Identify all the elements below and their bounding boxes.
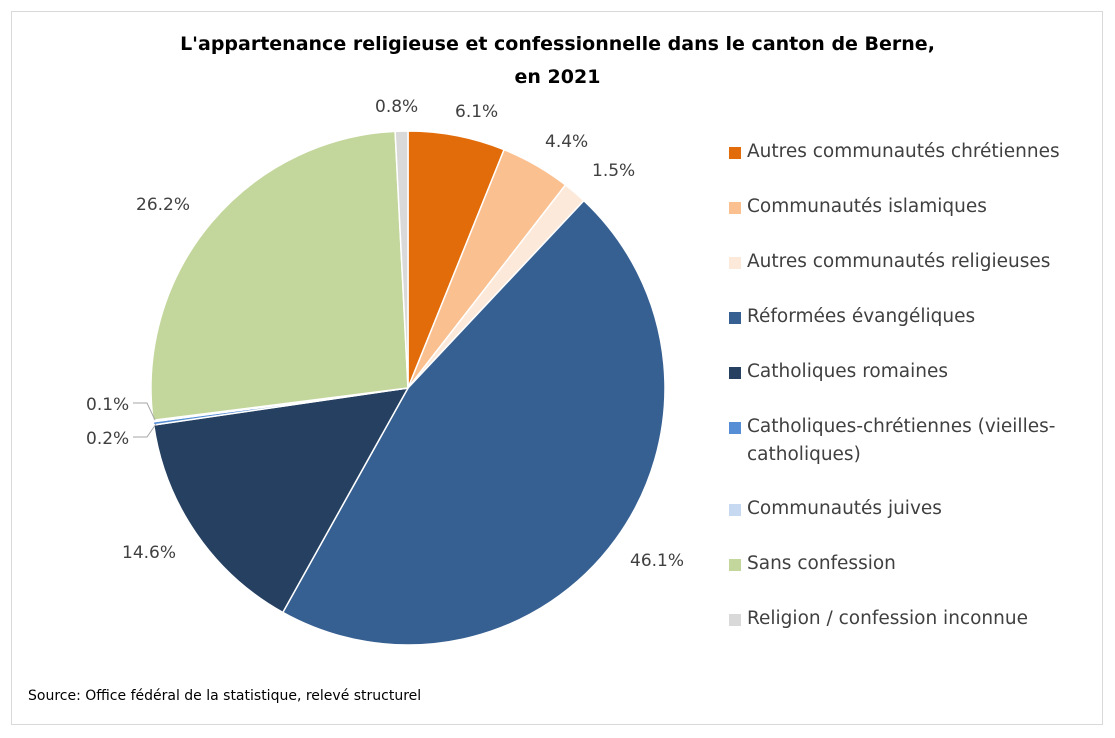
legend-swatch xyxy=(729,202,741,214)
leader-line-7 xyxy=(133,402,156,421)
legend-label: Catholiques-chrétiennes (vieilles-cathol… xyxy=(747,416,1056,465)
leader-lines xyxy=(133,402,157,438)
legend-label: Religion / confession inconnue xyxy=(747,608,1028,629)
pie-slice-5 xyxy=(152,387,410,614)
legend-swatch xyxy=(729,257,741,269)
data-label-5: 14.6% xyxy=(122,543,176,563)
legend-item-4: Réformées évangéliques xyxy=(729,301,1089,356)
legend-label: Communautés islamiques xyxy=(747,196,987,217)
chart-title-line-1: L'appartenance religieuse et confessionn… xyxy=(180,33,935,55)
legend-label: Autres communautés religieuses xyxy=(747,251,1051,272)
legend-label: Communautés juives xyxy=(747,498,942,519)
legend-item-3: Autres communautés religieuses xyxy=(729,246,1089,301)
data-label-6: 0.2% xyxy=(86,429,129,449)
legend-item-7: Communautés juives xyxy=(729,493,1089,548)
legend-swatch xyxy=(729,312,741,324)
data-label-4: 46.1% xyxy=(630,551,684,571)
pie-slices xyxy=(150,130,666,646)
data-label-3: 1.5% xyxy=(592,161,635,181)
legend-label: Sans confession xyxy=(747,553,896,574)
legend-label: Catholiques romaines xyxy=(747,361,948,382)
pie-slice-4 xyxy=(281,199,666,646)
source-note: Source: Office fédéral de la statistique… xyxy=(28,688,422,704)
chart-title-line-2: en 2021 xyxy=(514,66,601,88)
legend-label: Réformées évangéliques xyxy=(747,306,976,327)
chart-frame xyxy=(11,11,1103,725)
data-label-7: 0.1% xyxy=(86,395,129,415)
legend-item-2: Communautés islamiques xyxy=(729,191,1089,246)
pie-slice-9 xyxy=(394,130,409,389)
legend: Autres communautés chrétiennes Communauté… xyxy=(729,136,1089,658)
data-labels: 6.1% 4.4%1.5% 46.1% 14.6% 0.2% 0.1% 26.2% 0.8% xyxy=(86,97,684,571)
legend-swatch xyxy=(729,367,741,379)
legend-item-1: Autres communautés chrétiennes xyxy=(729,136,1089,191)
data-label-2: 4.4% xyxy=(545,132,588,152)
legend-item-5: Catholiques romaines xyxy=(729,356,1089,411)
data-label-1: 6.1% xyxy=(455,102,498,122)
legend-swatch xyxy=(729,422,741,434)
legend-item-9: Religion / confession inconnue xyxy=(729,603,1089,658)
legend-swatch xyxy=(729,147,741,159)
legend-swatch xyxy=(729,614,741,626)
data-label-8: 26.2% xyxy=(136,195,190,215)
pie-slice-8 xyxy=(150,130,409,422)
legend-item-6: Catholiques-chrétiennes (vieilles-cathol… xyxy=(729,411,1089,493)
leader-line-6 xyxy=(133,423,157,438)
data-label-9: 0.8% xyxy=(375,97,418,117)
legend-swatch xyxy=(729,559,741,571)
legend-swatch xyxy=(729,504,741,516)
legend-label: Autres communautés chrétiennes xyxy=(747,141,1060,162)
legend-item-8: Sans confession xyxy=(729,548,1089,603)
chart-title: L'appartenance religieuse et confessionn… xyxy=(0,28,1115,94)
